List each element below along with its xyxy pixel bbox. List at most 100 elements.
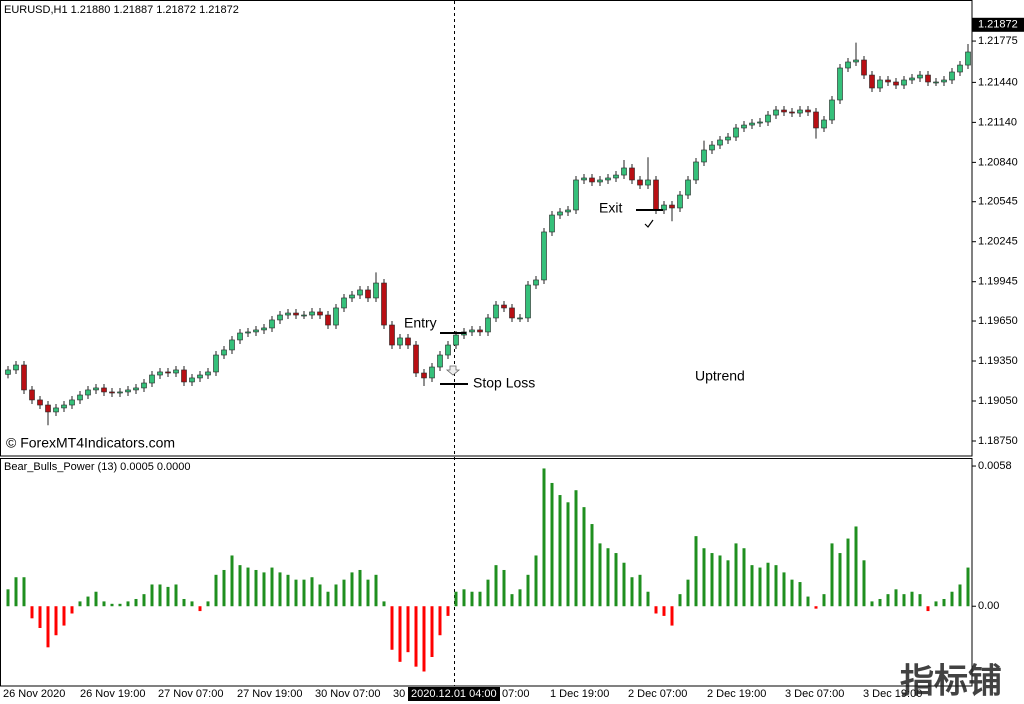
power-bar: [38, 606, 42, 628]
candle-body: [877, 79, 883, 89]
candle-body: [589, 177, 595, 183]
exit-check-icon: [644, 219, 654, 228]
candle-body: [797, 109, 803, 114]
power-bar: [910, 591, 914, 607]
power-bar: [878, 598, 882, 607]
time-label: 30: [393, 688, 405, 700]
power-bar: [46, 606, 50, 648]
power-bar: [558, 495, 562, 607]
candle-body: [813, 111, 819, 129]
candle-body: [149, 374, 155, 384]
y-tick-label: 1.19050: [978, 395, 1018, 407]
power-bar: [206, 601, 210, 607]
candle-body: [229, 339, 235, 351]
power-bar: [798, 582, 802, 607]
power-bar: [654, 606, 658, 614]
power-bar: [230, 555, 234, 607]
candle-body: [301, 314, 307, 317]
power-bar: [678, 594, 682, 607]
power-bar: [534, 555, 538, 607]
time-label: 26 Nov 19:00: [80, 688, 145, 700]
power-bar: [630, 577, 634, 607]
power-bar: [494, 565, 498, 607]
candle-body: [909, 77, 915, 81]
power-bar: [582, 507, 586, 607]
y-tick-label: 1.21440: [978, 76, 1018, 88]
time-label: 1 Dec 19:00: [550, 688, 609, 700]
power-bar: [102, 601, 106, 607]
power-bar: [334, 584, 338, 607]
power-bar: [686, 579, 690, 607]
candle-body: [245, 331, 251, 334]
power-bar: [606, 548, 610, 607]
power-bar: [198, 606, 202, 612]
time-label: 2 Dec 07:00: [628, 688, 687, 700]
candle-body: [845, 61, 851, 69]
power-bar: [470, 591, 474, 607]
power-bar: [174, 584, 178, 607]
candle-body: [21, 364, 27, 391]
candle-body: [661, 204, 667, 211]
power-bar: [830, 543, 834, 607]
candle-body: [261, 327, 267, 331]
candle-body: [373, 282, 379, 299]
site-badge: 指标铺: [900, 662, 1002, 702]
power-bar: [646, 591, 650, 607]
power-bar: [294, 579, 298, 607]
exit-label: Exit: [599, 200, 622, 216]
uptrend-label: Uptrend: [695, 368, 745, 384]
candle-body: [509, 307, 515, 319]
candle-body: [893, 81, 899, 86]
candle-body: [157, 371, 163, 376]
power-bar: [734, 543, 738, 607]
power-bar: [950, 591, 954, 607]
candle-body: [61, 404, 67, 409]
power-bar: [590, 524, 594, 607]
candle-body: [133, 387, 139, 391]
candle-body: [557, 211, 563, 216]
candle-body: [445, 344, 451, 356]
power-bar: [278, 572, 282, 607]
power-bar: [918, 594, 922, 607]
power-bar: [398, 606, 402, 662]
power-bar: [414, 606, 418, 667]
power-bar: [366, 579, 370, 607]
candle-body: [501, 304, 507, 309]
power-bar: [662, 606, 666, 616]
candle-body: [333, 307, 339, 326]
power-bar: [358, 569, 362, 607]
candle-body: [293, 312, 299, 316]
candle-body: [605, 177, 611, 181]
power-bar: [438, 606, 442, 636]
y-tick-label: 0.0058: [978, 460, 1012, 472]
power-bar: [750, 565, 754, 607]
y-tick-label: 1.18750: [978, 435, 1018, 447]
power-bar: [622, 562, 626, 607]
y-tick-label: 1.19650: [978, 315, 1018, 327]
candle-body: [717, 139, 723, 146]
entry-arrow-icon: [445, 365, 461, 376]
candle-body: [317, 311, 323, 316]
y-tick-label: 1.20245: [978, 236, 1018, 248]
candle-body: [757, 121, 763, 124]
candle-body: [341, 297, 347, 309]
candle-body: [141, 382, 147, 389]
candle-body: [749, 122, 755, 126]
candle-body: [789, 111, 795, 114]
power-bar: [966, 567, 970, 607]
candle-body: [213, 354, 219, 373]
indicator-title: Bear_Bulls_Power (13) 0.0005 0.0000: [4, 461, 191, 473]
power-bar: [126, 601, 130, 607]
power-bar: [958, 584, 962, 607]
candle-body: [357, 289, 363, 296]
power-bar: [222, 569, 226, 607]
power-bar: [718, 555, 722, 607]
candle-body: [693, 161, 699, 181]
power-bar: [462, 589, 466, 607]
power-bar: [390, 606, 394, 650]
power-bar: [118, 603, 122, 607]
entry-label: Entry: [404, 315, 437, 331]
power-bar: [822, 594, 826, 607]
candle-body: [517, 317, 523, 320]
power-bar: [326, 591, 330, 607]
